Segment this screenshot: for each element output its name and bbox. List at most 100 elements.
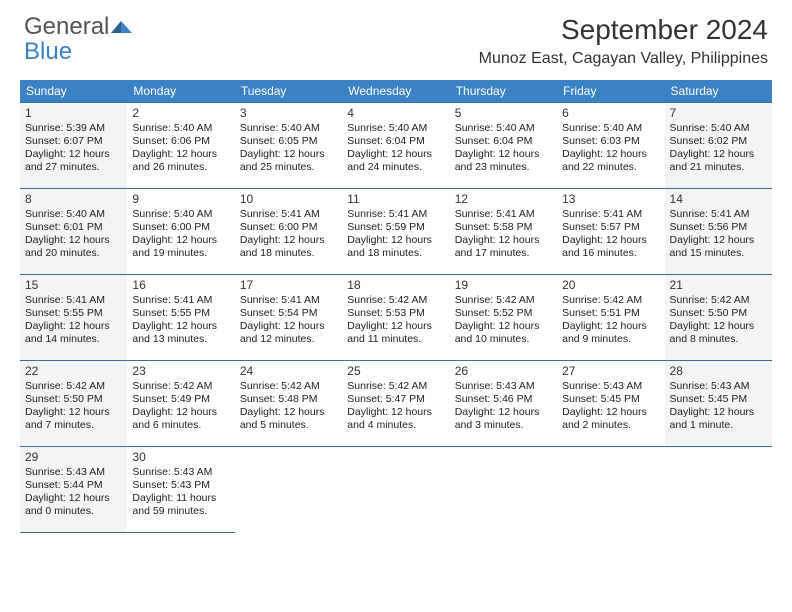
daylight-text: Daylight: 12 hours and 8 minutes. [670, 320, 767, 346]
day-cell: 14Sunrise: 5:41 AMSunset: 5:56 PMDayligh… [665, 189, 772, 275]
day-cell: 29Sunrise: 5:43 AMSunset: 5:44 PMDayligh… [20, 447, 127, 533]
header: GeneralBlue September 2024 Munoz East, C… [0, 0, 792, 74]
sunrise-text: Sunrise: 5:43 AM [455, 380, 552, 393]
sunrise-text: Sunrise: 5:40 AM [240, 122, 337, 135]
day-number: 1 [25, 106, 122, 120]
daylight-text: Daylight: 12 hours and 27 minutes. [25, 148, 122, 174]
day-cell: 11 Sunrise: 5:41 AMSunset: 5:59 PMDayligh… [342, 189, 449, 275]
day-cell: 20Sunrise: 5:42 AMSunset: 5:51 PMDayligh… [557, 275, 664, 361]
sunset-text: Sunset: 5:59 PM [347, 221, 444, 234]
daylight-text: Daylight: 12 hours and 5 minutes. [240, 406, 337, 432]
day-number: 16 [132, 278, 229, 292]
day-number: 5 [455, 106, 552, 120]
empty-cell [235, 447, 342, 533]
day-info: Sunrise: 5:41 AMSunset: 5:57 PMDaylight:… [562, 208, 659, 261]
sunrise-text: Sunrise: 5:41 AM [240, 294, 337, 307]
sunrise-text: Sunrise: 5:41 AM [240, 208, 337, 221]
sunrise-text: Sunrise: 5:40 AM [132, 122, 229, 135]
sunset-text: Sunset: 6:06 PM [132, 135, 229, 148]
day-info: Sunrise: 5:41 AMSunset: 5:58 PMDaylight:… [455, 208, 552, 261]
day-number: 15 [25, 278, 122, 292]
day-number: 10 [240, 192, 337, 206]
day-info: Sunrise: 5:42 AMSunset: 5:47 PMDaylight:… [347, 380, 444, 433]
day-number: 26 [455, 364, 552, 378]
daylight-text: Daylight: 12 hours and 10 minutes. [455, 320, 552, 346]
day-number: 11 [347, 192, 444, 206]
empty-cell [557, 447, 664, 533]
week-row: 15Sunrise: 5:41 AMSunset: 5:55 PMDayligh… [20, 275, 772, 361]
sunrise-text: Sunrise: 5:40 AM [455, 122, 552, 135]
daylight-text: Daylight: 12 hours and 22 minutes. [562, 148, 659, 174]
sunset-text: Sunset: 6:04 PM [455, 135, 552, 148]
day-number: 12 [455, 192, 552, 206]
sunrise-text: Sunrise: 5:43 AM [670, 380, 767, 393]
day-info: Sunrise: 5:41 AMSunset: 5:54 PMDaylight:… [240, 294, 337, 347]
daylight-text: Daylight: 12 hours and 21 minutes. [670, 148, 767, 174]
sunset-text: Sunset: 6:03 PM [562, 135, 659, 148]
day-info: Sunrise: 5:42 AMSunset: 5:53 PMDaylight:… [347, 294, 444, 347]
daylight-text: Daylight: 12 hours and 26 minutes. [132, 148, 229, 174]
day-number: 9 [132, 192, 229, 206]
day-number: 7 [670, 106, 767, 120]
day-info: Sunrise: 5:42 AMSunset: 5:51 PMDaylight:… [562, 294, 659, 347]
location: Munoz East, Cagayan Valley, Philippines [479, 50, 768, 68]
dayhdr-tue: Tuesday [235, 80, 342, 103]
day-info: Sunrise: 5:40 AMSunset: 6:00 PMDaylight:… [132, 208, 229, 261]
daylight-text: Daylight: 12 hours and 7 minutes. [25, 406, 122, 432]
sunset-text: Sunset: 5:55 PM [25, 307, 122, 320]
sunrise-text: Sunrise: 5:40 AM [25, 208, 122, 221]
sunset-text: Sunset: 5:49 PM [132, 393, 229, 406]
sunrise-text: Sunrise: 5:41 AM [562, 208, 659, 221]
day-cell: 24Sunrise: 5:42 AMSunset: 5:48 PMDayligh… [235, 361, 342, 447]
daylight-text: Daylight: 11 hours and 59 minutes. [132, 492, 229, 518]
day-number: 30 [132, 450, 229, 464]
title-block: September 2024 Munoz East, Cagayan Valle… [479, 14, 768, 68]
day-info: Sunrise: 5:43 AMSunset: 5:45 PMDaylight:… [670, 380, 767, 433]
month-title: September 2024 [479, 14, 768, 46]
day-number: 2 [132, 106, 229, 120]
day-info: Sunrise: 5:40 AMSunset: 6:04 PMDaylight:… [455, 122, 552, 175]
sunset-text: Sunset: 5:44 PM [25, 479, 122, 492]
sunrise-text: Sunrise: 5:41 AM [347, 208, 444, 221]
daylight-text: Daylight: 12 hours and 4 minutes. [347, 406, 444, 432]
daylight-text: Daylight: 12 hours and 12 minutes. [240, 320, 337, 346]
dayhdr-thu: Thursday [450, 80, 557, 103]
day-cell: 21Sunrise: 5:42 AMSunset: 5:50 PMDayligh… [665, 275, 772, 361]
sunset-text: Sunset: 5:47 PM [347, 393, 444, 406]
daylight-text: Daylight: 12 hours and 9 minutes. [562, 320, 659, 346]
sunset-text: Sunset: 6:02 PM [670, 135, 767, 148]
day-info: Sunrise: 5:43 AMSunset: 5:46 PMDaylight:… [455, 380, 552, 433]
daylight-text: Daylight: 12 hours and 3 minutes. [455, 406, 552, 432]
day-cell: 12 Sunrise: 5:41 AMSunset: 5:58 PMDayligh… [450, 189, 557, 275]
week-row: 1Sunrise: 5:39 AMSunset: 6:07 PMDaylight… [20, 103, 772, 189]
sunset-text: Sunset: 5:55 PM [132, 307, 229, 320]
sunset-text: Sunset: 5:45 PM [670, 393, 767, 406]
sunrise-text: Sunrise: 5:39 AM [25, 122, 122, 135]
day-number: 18 [347, 278, 444, 292]
day-cell: 19Sunrise: 5:42 AMSunset: 5:52 PMDayligh… [450, 275, 557, 361]
sunrise-text: Sunrise: 5:42 AM [25, 380, 122, 393]
sunset-text: Sunset: 5:45 PM [562, 393, 659, 406]
daylight-text: Daylight: 12 hours and 19 minutes. [132, 234, 229, 260]
empty-cell [450, 447, 557, 533]
sunset-text: Sunset: 5:57 PM [562, 221, 659, 234]
dayhdr-fri: Friday [557, 80, 664, 103]
day-number: 17 [240, 278, 337, 292]
sunset-text: Sunset: 5:54 PM [240, 307, 337, 320]
day-info: Sunrise: 5:43 AMSunset: 5:43 PMDaylight:… [132, 466, 229, 519]
daylight-text: Daylight: 12 hours and 18 minutes. [347, 234, 444, 260]
day-cell: 16Sunrise: 5:41 AMSunset: 5:55 PMDayligh… [127, 275, 234, 361]
empty-cell [665, 447, 772, 533]
sunset-text: Sunset: 5:50 PM [670, 307, 767, 320]
day-number: 22 [25, 364, 122, 378]
empty-cell [342, 447, 449, 533]
sunrise-text: Sunrise: 5:43 AM [25, 466, 122, 479]
daylight-text: Daylight: 12 hours and 13 minutes. [132, 320, 229, 346]
day-cell: 25Sunrise: 5:42 AMSunset: 5:47 PMDayligh… [342, 361, 449, 447]
sunset-text: Sunset: 5:58 PM [455, 221, 552, 234]
sunrise-text: Sunrise: 5:42 AM [455, 294, 552, 307]
day-number: 23 [132, 364, 229, 378]
day-cell: 10Sunrise: 5:41 AMSunset: 6:00 PMDayligh… [235, 189, 342, 275]
day-number: 6 [562, 106, 659, 120]
dayhdr-sat: Saturday [665, 80, 772, 103]
